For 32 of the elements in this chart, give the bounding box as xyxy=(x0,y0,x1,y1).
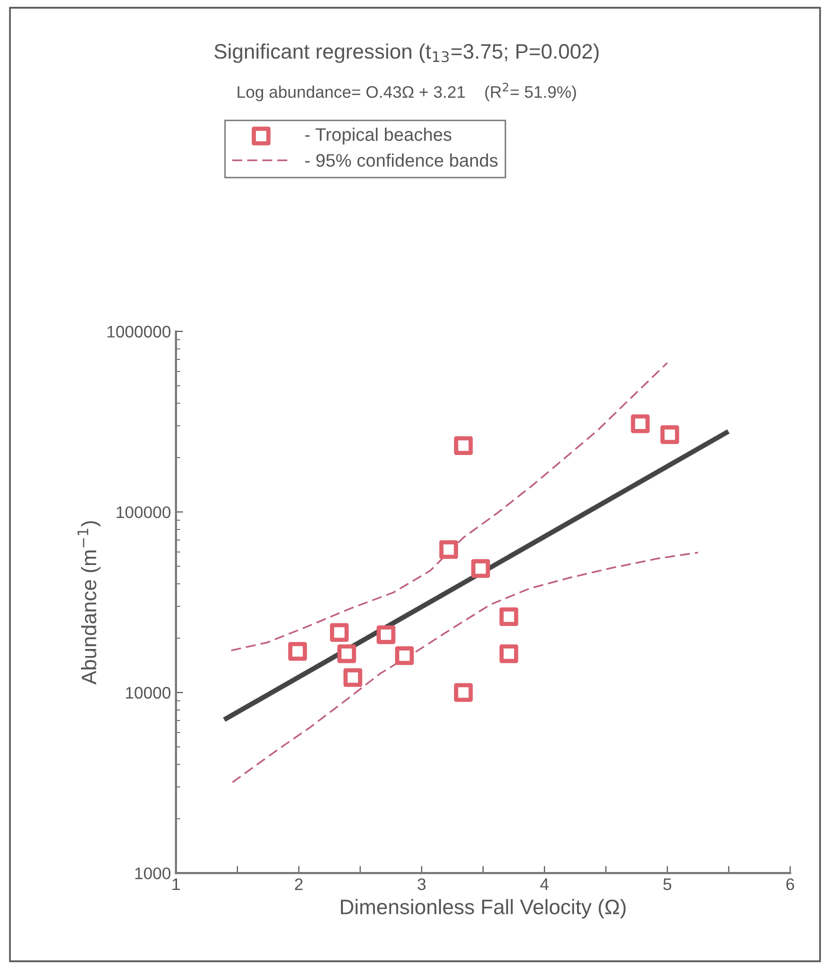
x-tick-label: 3 xyxy=(418,878,426,890)
point xyxy=(343,668,362,687)
point xyxy=(376,625,396,644)
x-tick-label: 6 xyxy=(786,878,794,890)
point xyxy=(337,644,356,664)
point xyxy=(454,436,473,455)
x-tick-label: 1 xyxy=(172,878,180,890)
y-tick-label: 1000 xyxy=(135,867,170,880)
chart-title: Significant regression (t$_{13}$=3.75; P=0.002) xyxy=(214,44,599,63)
line-series xyxy=(232,552,699,784)
point xyxy=(395,646,414,666)
point xyxy=(454,683,473,702)
x-tick-label: 2 xyxy=(295,878,303,890)
y-tick-label: 10000 xyxy=(126,686,170,699)
point xyxy=(330,623,349,642)
x-axis-title: Dimensionless Fall Velocity (Ω) xyxy=(340,899,626,918)
point xyxy=(630,414,650,434)
chart-subtitle: Log abundance= O.43Ω + 3.21 (R$^{2}$= 51.9%) xyxy=(238,82,576,102)
legend-label: - 95% confidence bands xyxy=(305,154,498,167)
y-tick-label: 100000 xyxy=(116,506,170,518)
point xyxy=(439,540,458,559)
point xyxy=(499,607,518,626)
point xyxy=(660,425,680,444)
y-axis-title: Abundance (m$^{−1}$) xyxy=(78,521,100,685)
y-tick-label: 1000000 xyxy=(107,326,170,338)
line-series xyxy=(230,362,668,652)
x-tick-label: 4 xyxy=(540,878,549,890)
point xyxy=(288,642,307,661)
point xyxy=(499,644,518,664)
legend-label: - Tropical beaches xyxy=(305,128,452,145)
x-tick-label: 5 xyxy=(663,878,672,890)
point xyxy=(471,559,490,578)
